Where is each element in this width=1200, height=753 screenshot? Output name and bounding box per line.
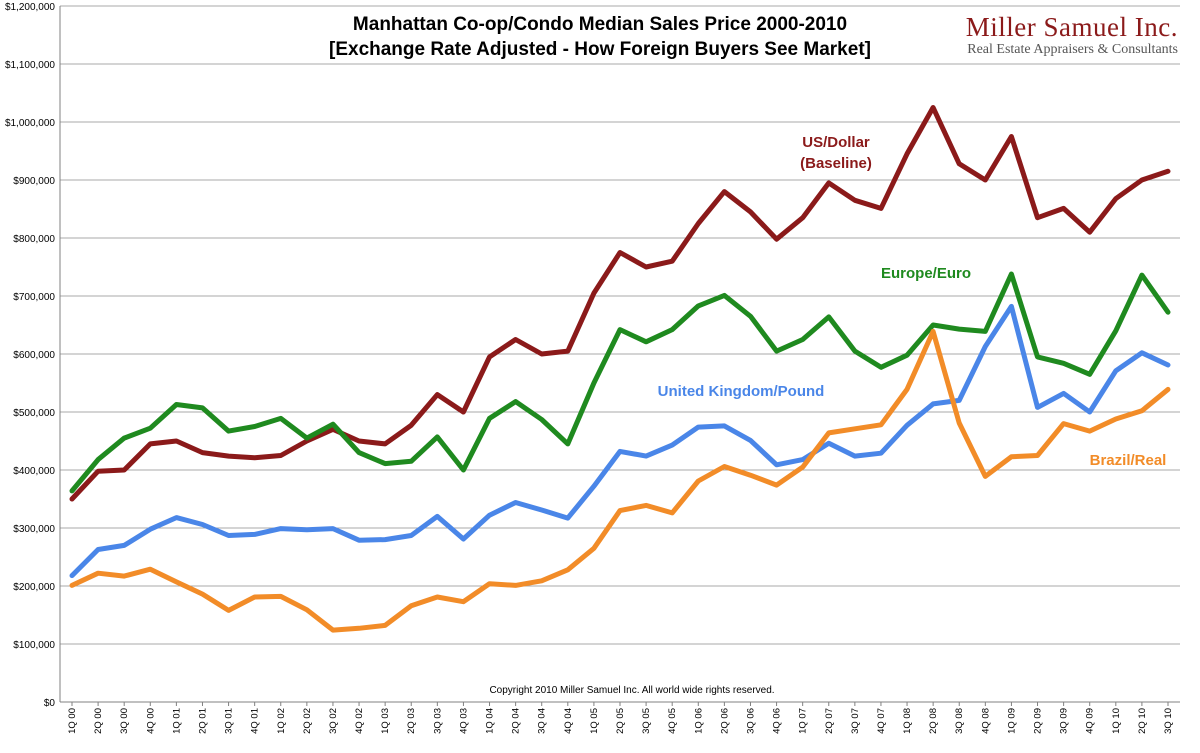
x-tick-label: 4Q 05 (667, 708, 678, 734)
x-tick-label: 3Q 02 (328, 708, 339, 734)
series-label-us-dollar-baseline: (Baseline) (800, 155, 872, 172)
y-tick-label: $700,000 (13, 292, 55, 303)
x-tick-label: 2Q 03 (406, 708, 417, 734)
y-tick-label: $1,100,000 (5, 60, 55, 71)
x-tick-label: 2Q 08 (928, 708, 939, 734)
x-tick-label: 3Q 08 (954, 708, 965, 734)
x-tick-label: 1Q 07 (798, 708, 809, 734)
x-tick-label: 2Q 00 (93, 708, 104, 734)
x-tick-label: 3Q 07 (850, 708, 861, 734)
y-tick-label: $400,000 (13, 466, 55, 477)
y-tick-label: $600,000 (13, 350, 55, 361)
chart-subtitle: [Exchange Rate Adjusted - How Foreign Bu… (329, 39, 871, 60)
x-tick-label: 3Q 01 (224, 708, 235, 734)
x-tick-label: 3Q 04 (537, 708, 548, 734)
x-tick-label: 4Q 02 (354, 708, 365, 734)
x-tick-label: 2Q 04 (511, 708, 522, 734)
x-tick-label: 1Q 08 (902, 708, 913, 734)
x-axis: 1Q 00 2Q 00 3Q 00 4Q 00 1Q 01 2Q 01 3Q 01 4Q 01… (60, 701, 1180, 734)
series-label-brazil-real: Brazil/Real (1090, 452, 1167, 469)
x-tick-label: 3Q 09 (1059, 708, 1070, 734)
x-tick-label: 4Q 03 (458, 708, 469, 734)
y-tick-label: $1,200,000 (5, 2, 55, 13)
x-tick-label: 2Q 02 (302, 708, 313, 734)
y-tick-label: $800,000 (13, 234, 55, 245)
x-tick-label: 1Q 10 (1111, 708, 1122, 734)
x-tick-label: 3Q 05 (641, 708, 652, 734)
x-tick-label: 3Q 06 (745, 708, 756, 734)
x-tick-label: 4Q 01 (250, 708, 261, 734)
x-tick-label: 1Q 04 (485, 708, 496, 734)
x-tick-label: 2Q 10 (1137, 708, 1148, 734)
x-tick-label: 2Q 05 (615, 708, 626, 734)
y-tick-label: $200,000 (13, 582, 55, 593)
brand-tagline: Real Estate Appraisers & Consultants (967, 42, 1178, 57)
x-tick-label: 4Q 09 (1085, 708, 1096, 734)
x-tick-label: 3Q 03 (432, 708, 443, 734)
series-lines (69, 105, 1171, 633)
x-tick-label: 1Q 01 (171, 708, 182, 734)
x-tick-label: 1Q 06 (693, 708, 704, 734)
y-tick-label: $300,000 (13, 524, 55, 535)
x-tick-label: 2Q 09 (1033, 708, 1044, 734)
copyright-annotation: Copyright 2010 Miller Samuel Inc. All wo… (489, 685, 774, 696)
x-tick-label: 2Q 07 (824, 708, 835, 734)
series-labels: US/Dollar (Baseline) Europe/Euro United Kin… (658, 134, 1167, 469)
x-tick-label: 2Q 06 (719, 708, 730, 734)
x-tick-label: 4Q 06 (772, 708, 783, 734)
x-tick-label: 4Q 08 (980, 708, 991, 734)
chart-title: Manhattan Co-op/Condo Median Sales Price… (353, 14, 847, 35)
x-tick-label: 1Q 03 (380, 708, 391, 734)
y-tick-label: $900,000 (13, 176, 55, 187)
series-line-brazil-real (69, 328, 1171, 633)
series-line-united-kingdom-pound (69, 303, 1171, 579)
brand-logo-name: Miller Samuel Inc. (966, 12, 1178, 42)
y-tick-label: $500,000 (13, 408, 55, 419)
x-tick-label: 1Q 05 (589, 708, 600, 734)
x-tick-label: 1Q 02 (276, 708, 287, 734)
y-tick-label: $100,000 (13, 640, 55, 651)
gridlines (60, 5, 1180, 703)
x-tick-label: 4Q 07 (876, 708, 887, 734)
x-tick-label: 1Q 00 (67, 708, 78, 734)
y-tick-label: $0 (44, 698, 56, 709)
x-tick-label: 1Q 09 (1006, 708, 1017, 734)
series-label-europe-euro: Europe/Euro (881, 265, 971, 282)
x-tick-label: 3Q 10 (1163, 708, 1174, 734)
series-label-united-kingdom-pound: United Kingdom/Pound (658, 383, 825, 400)
x-tick-label: 3Q 00 (119, 708, 130, 734)
x-tick-label: 4Q 00 (145, 708, 156, 734)
series-label-us-dollar-baseline: US/Dollar (802, 134, 870, 151)
y-tick-label: $1,000,000 (5, 118, 55, 129)
series-line-europe-euro (69, 271, 1171, 494)
series-line-us-dollar-baseline (69, 105, 1171, 502)
y-axis: $0 $100,000 $200,000 $300,000 $400,000 $500,0… (5, 2, 61, 709)
x-tick-label: 4Q 04 (563, 708, 574, 734)
x-tick-label: 2Q 01 (197, 708, 208, 734)
